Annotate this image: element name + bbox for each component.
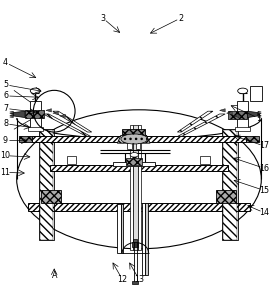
Text: 7: 7: [3, 104, 8, 113]
Text: 11: 11: [1, 168, 11, 177]
Polygon shape: [258, 113, 261, 114]
Polygon shape: [10, 115, 13, 116]
Bar: [145, 203, 148, 275]
Polygon shape: [60, 114, 65, 118]
Polygon shape: [234, 114, 239, 118]
Bar: [222, 129, 238, 241]
Text: 8: 8: [3, 119, 8, 128]
Ellipse shape: [121, 134, 148, 144]
Bar: [32, 136, 246, 142]
Bar: [127, 142, 132, 149]
Bar: [216, 190, 236, 203]
Polygon shape: [220, 109, 225, 112]
Polygon shape: [10, 116, 13, 118]
Bar: [136, 142, 140, 149]
Bar: [39, 129, 54, 241]
Text: 5: 5: [3, 80, 8, 89]
Text: 1: 1: [256, 114, 261, 123]
Bar: [200, 156, 210, 164]
Bar: [223, 130, 237, 240]
Bar: [133, 125, 138, 250]
Text: 2: 2: [178, 14, 183, 22]
Polygon shape: [53, 112, 58, 115]
Ellipse shape: [130, 153, 138, 157]
Bar: [250, 86, 262, 102]
Bar: [113, 162, 155, 166]
Polygon shape: [53, 111, 92, 132]
Text: 14: 14: [259, 208, 269, 217]
Text: 12: 12: [117, 275, 127, 284]
Bar: [25, 110, 44, 118]
Bar: [132, 281, 138, 284]
Text: 4: 4: [3, 58, 8, 67]
Text: 16: 16: [259, 164, 269, 173]
Bar: [41, 190, 61, 203]
Bar: [142, 203, 145, 275]
Ellipse shape: [30, 88, 40, 94]
Polygon shape: [43, 114, 90, 136]
Polygon shape: [227, 112, 232, 115]
Bar: [28, 127, 43, 131]
Bar: [130, 125, 133, 250]
Polygon shape: [258, 116, 261, 118]
Polygon shape: [10, 111, 13, 113]
Polygon shape: [178, 114, 225, 136]
Bar: [138, 125, 141, 250]
Bar: [122, 129, 145, 135]
Polygon shape: [10, 113, 13, 114]
Bar: [28, 203, 250, 211]
Polygon shape: [258, 111, 261, 113]
Text: 15: 15: [259, 186, 269, 195]
Ellipse shape: [238, 88, 248, 94]
Bar: [121, 204, 123, 253]
Text: 9: 9: [3, 136, 8, 145]
Text: 10: 10: [1, 151, 11, 160]
Polygon shape: [46, 109, 51, 112]
Polygon shape: [258, 115, 261, 116]
Text: 13: 13: [134, 275, 144, 284]
Text: 6: 6: [3, 92, 8, 100]
Bar: [235, 127, 250, 131]
Bar: [132, 241, 138, 247]
Bar: [133, 239, 137, 241]
Polygon shape: [117, 135, 150, 143]
Bar: [40, 130, 53, 240]
Bar: [228, 111, 247, 119]
Bar: [246, 136, 259, 142]
Bar: [67, 156, 76, 164]
Polygon shape: [247, 111, 258, 118]
Bar: [117, 204, 121, 253]
Bar: [237, 102, 248, 129]
Text: 17: 17: [259, 142, 269, 151]
Text: 3: 3: [100, 14, 105, 22]
Polygon shape: [13, 111, 25, 118]
Text: A: A: [51, 271, 57, 280]
Bar: [19, 136, 32, 142]
Bar: [30, 102, 41, 129]
Polygon shape: [177, 111, 213, 132]
Bar: [126, 158, 142, 165]
Bar: [50, 165, 228, 171]
